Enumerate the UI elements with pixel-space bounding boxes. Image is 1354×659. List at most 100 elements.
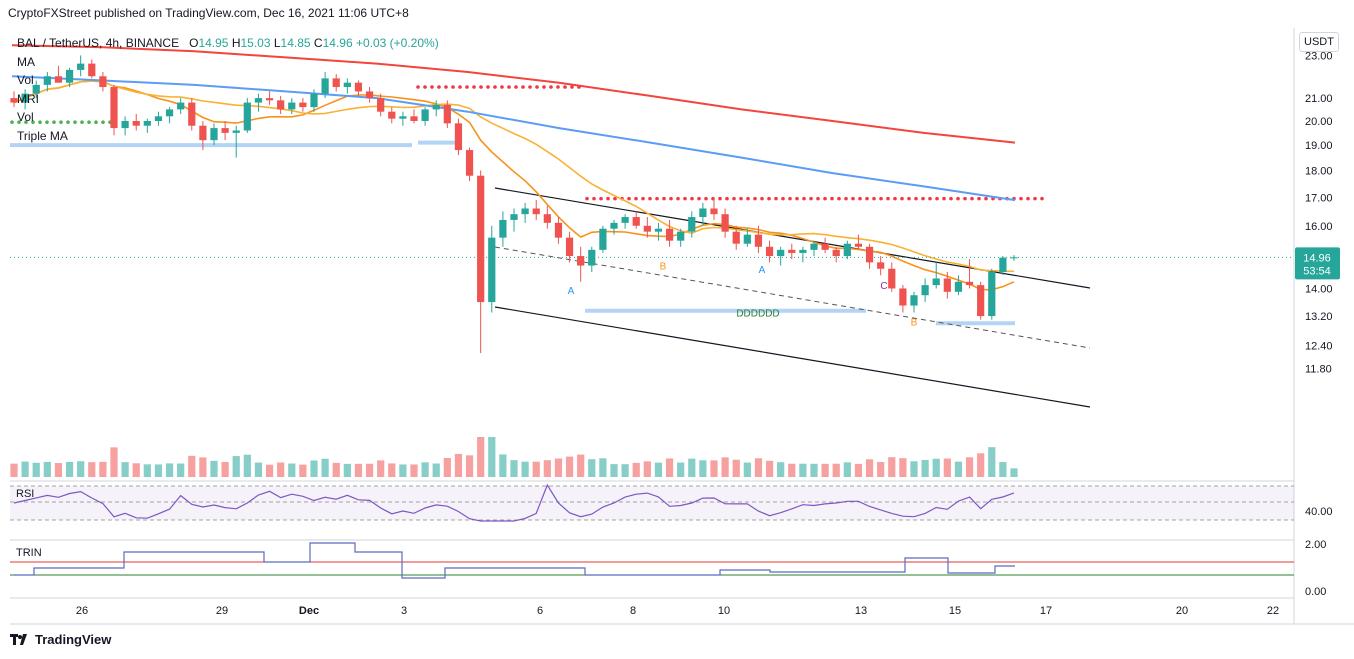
resistance-dots (563, 85, 567, 89)
volume-bar (810, 463, 818, 477)
resistance-dots (1040, 196, 1044, 201)
candle-body (977, 285, 985, 317)
resistance-dots (430, 85, 434, 89)
volume-bar (632, 462, 640, 477)
candle-body (888, 268, 896, 289)
candle-body (421, 109, 429, 121)
resistance-dots (739, 196, 743, 201)
volume-bar (310, 460, 318, 477)
candle-body (654, 228, 663, 232)
volume-bar (132, 463, 140, 477)
resistance-dots (500, 85, 504, 89)
candle-body (843, 243, 851, 257)
resistance-dots (725, 196, 729, 201)
resistance-dots (802, 196, 806, 201)
indicator-triple-ma[interactable]: Triple MA (17, 128, 68, 143)
resistance-dots (535, 85, 539, 89)
volume-bar (943, 458, 951, 477)
currency-button[interactable]: USDT (1299, 32, 1339, 52)
candle-body (432, 104, 440, 110)
close-label: C (313, 36, 323, 50)
volume-bar (121, 462, 129, 477)
volume-bar (65, 461, 74, 477)
volume-bar (77, 461, 85, 477)
resistance-dots (521, 85, 525, 89)
time-tick-label: 8 (630, 605, 636, 617)
resistance-dots (514, 85, 518, 89)
volume-bar (99, 461, 107, 477)
resistance-dots (507, 85, 511, 89)
volume-bar (32, 462, 40, 477)
resistance-dots (886, 196, 890, 201)
resistance-dots (655, 196, 659, 201)
resistance-dots (486, 85, 490, 89)
legend-symbol-row[interactable]: BAL / TetherUS, 4h, BINANCE O14.95 H15.0… (17, 34, 439, 53)
candle-body (10, 98, 18, 103)
indicator-vol[interactable]: Vol (17, 73, 34, 87)
change-value: +0.03 (+0.20%) (355, 36, 439, 50)
volume-bar (443, 457, 451, 477)
resistance-dots (549, 85, 553, 89)
resistance-dots (949, 196, 953, 201)
volume-bar (565, 456, 574, 477)
candles (10, 55, 1018, 354)
countdown-label: 53:54 (1303, 265, 1331, 277)
indicator-vol-2[interactable]: Vol (17, 110, 34, 124)
volume-bar (288, 463, 296, 477)
resistance-dots (465, 85, 469, 89)
candle-body (954, 281, 963, 292)
candle-body (265, 98, 274, 101)
candle-body (277, 100, 285, 110)
candle-body (165, 109, 174, 117)
candle-body (99, 76, 107, 88)
volume-bar (88, 462, 96, 477)
resistance-dots (837, 196, 841, 201)
price-tick-label: 16.00 (1305, 221, 1333, 233)
volume-bar (377, 460, 385, 477)
candle-body (665, 228, 674, 241)
channel-lower (494, 306, 1091, 408)
volume-bar (143, 464, 151, 477)
indicator-ma[interactable]: MA (17, 54, 35, 69)
volume-bar (199, 457, 207, 477)
candle-body (343, 82, 351, 88)
candle-body (877, 262, 885, 269)
volume-bar (988, 447, 996, 477)
candle-body (821, 243, 829, 250)
volume-bar (421, 462, 429, 477)
candle-body (243, 102, 251, 131)
resistance-dots (472, 85, 476, 89)
volume-bar (465, 455, 474, 477)
candle-body (188, 102, 196, 126)
time-tick-label: 26 (76, 605, 88, 617)
support-dots (73, 120, 77, 124)
candle-body (154, 116, 163, 121)
candle-body (643, 225, 651, 232)
candle-body (399, 116, 407, 119)
candle-body (332, 78, 340, 88)
price-tick-label: 12.40 (1305, 340, 1333, 352)
volume-bar (788, 463, 796, 477)
resistance-dots (1033, 196, 1037, 201)
price-tick-label: 11.80 (1305, 364, 1332, 376)
volume-bar (577, 454, 585, 477)
volume-bar (777, 462, 785, 477)
resistance-dots (760, 196, 764, 201)
volume-bar (265, 464, 274, 477)
volume-bar (388, 463, 396, 477)
resistance-dots (956, 196, 960, 201)
candle-body (777, 249, 785, 257)
volume-bar (865, 459, 874, 477)
high-label: H (231, 36, 241, 50)
candle-body (688, 217, 696, 232)
resistance-dots (416, 85, 420, 89)
candle-body (788, 249, 796, 253)
resistance-dots (669, 196, 673, 201)
resistance-dots (844, 196, 848, 201)
indicator-mri[interactable]: MRI (17, 91, 39, 106)
trin-tick-label: 0.00 (1305, 586, 1326, 598)
candle-body (610, 222, 618, 229)
price-tick-label: 23.00 (1305, 50, 1333, 62)
volume-bar (399, 464, 407, 477)
